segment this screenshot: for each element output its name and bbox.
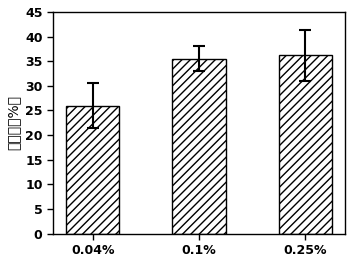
- Bar: [172, 59, 226, 234]
- Bar: [66, 106, 119, 234]
- Y-axis label: 交联度（%）: 交联度（%）: [7, 95, 21, 150]
- Bar: [279, 55, 332, 234]
